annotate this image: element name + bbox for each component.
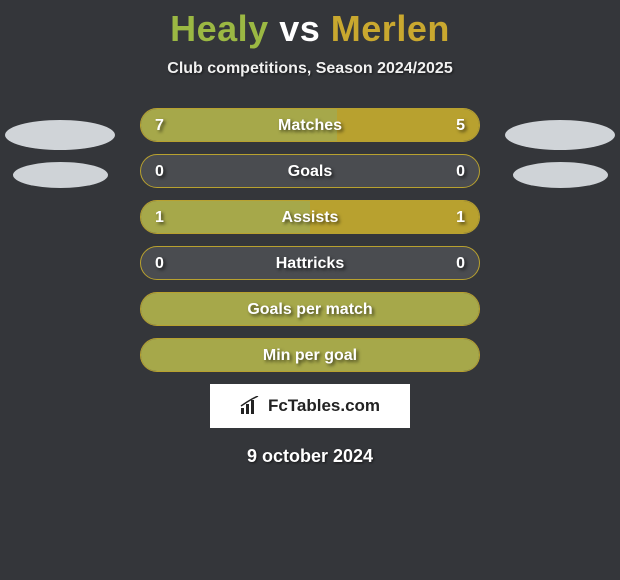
- bar-label: Min per goal: [141, 339, 479, 372]
- stat-bar-row: 75Matches: [140, 108, 480, 142]
- logo-text: FcTables.com: [268, 396, 380, 416]
- bar-label: Goals: [141, 155, 479, 188]
- left-ellipse-bottom: [13, 162, 108, 188]
- subtitle: Club competitions, Season 2024/2025: [0, 60, 620, 78]
- stat-bar-row: Min per goal: [140, 338, 480, 372]
- stat-bars: 75Matches 00Goals 11Assists 00Hattricks Goal…: [140, 108, 480, 372]
- date-text: 9 october 2024: [0, 446, 620, 467]
- right-ellipse-bottom: [513, 162, 608, 188]
- logo-badge: FcTables.com: [210, 384, 410, 428]
- player1-name: Healy: [170, 8, 269, 49]
- stat-bar-row: Goals per match: [140, 292, 480, 326]
- player2-name: Merlen: [331, 8, 450, 49]
- stat-bar-row: 00Hattricks: [140, 246, 480, 280]
- stat-bar-row: 00Goals: [140, 154, 480, 188]
- comparison-title: Healy vs Merlen: [0, 0, 620, 50]
- bar-label: Assists: [141, 201, 479, 234]
- left-side-shapes: [0, 108, 120, 200]
- content-region: 75Matches 00Goals 11Assists 00Hattricks Goal…: [0, 108, 620, 467]
- bar-label: Matches: [141, 109, 479, 142]
- vs-text: vs: [279, 8, 320, 49]
- bar-label: Goals per match: [141, 293, 479, 326]
- logo-chart-icon: [240, 396, 262, 416]
- left-ellipse-top: [5, 120, 115, 150]
- stat-bar-row: 11Assists: [140, 200, 480, 234]
- right-side-shapes: [500, 108, 620, 200]
- right-ellipse-top: [505, 120, 615, 150]
- bar-label: Hattricks: [141, 247, 479, 280]
